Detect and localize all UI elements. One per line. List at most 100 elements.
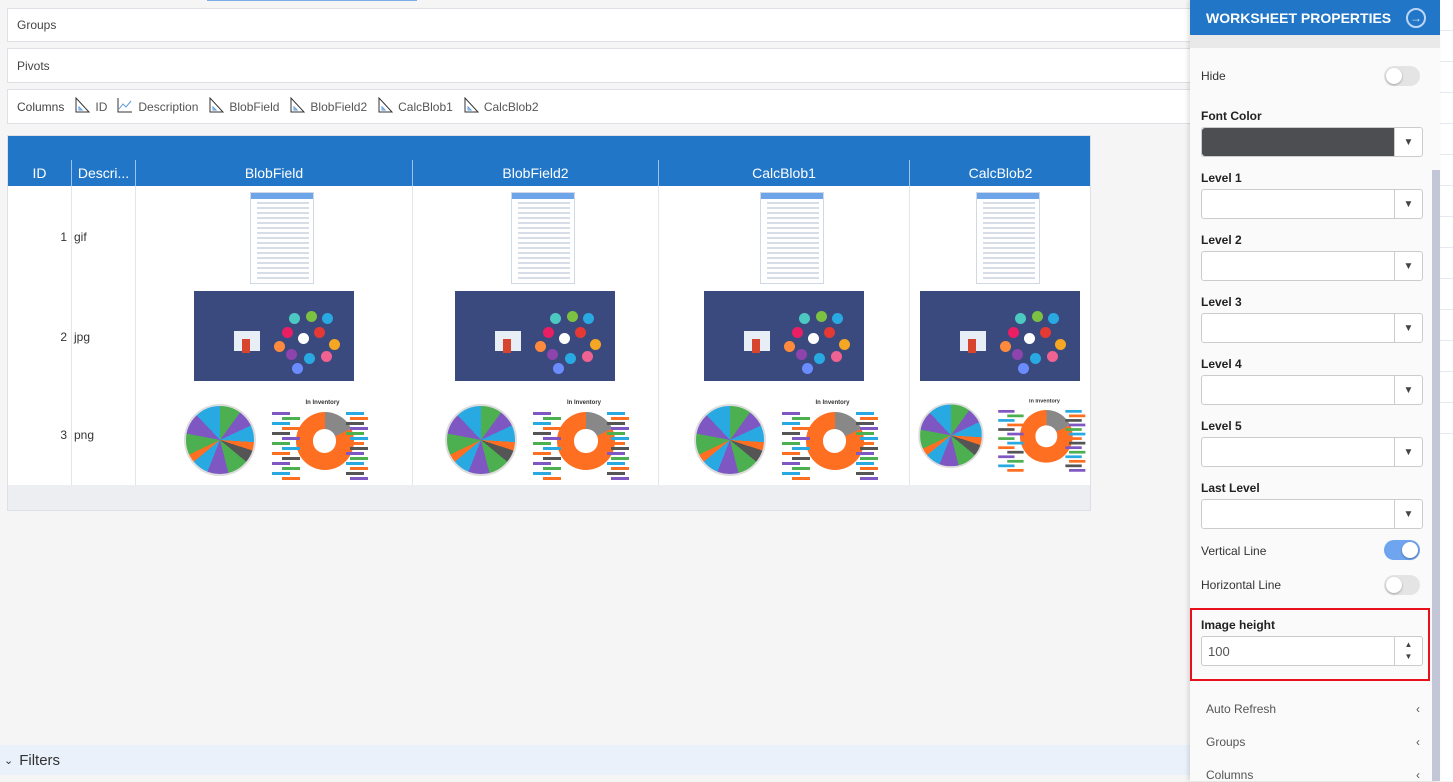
column-chip[interactable]: BlobField xyxy=(208,96,280,116)
hexagon-icon xyxy=(291,363,303,374)
level-select[interactable]: ▼ xyxy=(1201,375,1423,405)
section-accordion[interactable]: Groups ‹ xyxy=(1206,735,1420,749)
chart-caption: In Inventory xyxy=(305,400,340,406)
vertical-line-toggle[interactable] xyxy=(1384,540,1420,560)
section-accordion[interactable]: Auto Refresh ‹ xyxy=(1206,702,1420,716)
column-header[interactable]: CalcBlob1 xyxy=(658,160,909,186)
hexagon-icon xyxy=(313,327,325,338)
hexagon-icon xyxy=(807,333,819,344)
hexagon-icon xyxy=(305,311,317,322)
vertical-line-label: Vertical Line xyxy=(1201,544,1267,558)
chevron-down-icon: ▼ xyxy=(1394,252,1422,280)
section-label: Columns xyxy=(1206,768,1254,782)
pivots-dropzone[interactable]: Pivots xyxy=(7,48,1197,83)
hide-toggle[interactable] xyxy=(1384,66,1420,86)
column-chip-label: Description xyxy=(138,99,199,114)
column-divider xyxy=(909,186,910,510)
ruler-icon xyxy=(289,96,310,116)
image-height-input[interactable]: 100 ▲ ▼ xyxy=(1201,636,1423,666)
hexagon-icon xyxy=(1048,313,1059,324)
filters-bar[interactable]: ⌄ Filters xyxy=(0,745,1190,775)
hexagon-icon xyxy=(303,353,315,364)
pie-chart xyxy=(183,404,256,476)
section-accordion[interactable]: Columns ‹ xyxy=(1206,768,1420,782)
level-select[interactable]: ▼ xyxy=(1201,499,1423,529)
column-chip[interactable]: Description xyxy=(117,97,198,116)
stepper-up-icon[interactable]: ▲ xyxy=(1404,640,1413,649)
charts-image: In Inventory xyxy=(911,390,1089,482)
panel-scrollbar[interactable] xyxy=(1432,170,1440,781)
image-cell xyxy=(658,188,909,288)
column-chip[interactable]: CalcBlob1 xyxy=(377,96,453,116)
worksheet-properties-panel: WORKSHEET PROPERTIES → Hide Font Color ▼… xyxy=(1190,0,1440,782)
stepper[interactable]: ▲ ▼ xyxy=(1394,637,1422,665)
banner-image xyxy=(920,291,1080,381)
level-select[interactable]: ▼ xyxy=(1201,251,1423,281)
table-row[interactable]: 3 png In Inventory In Inventory In Inventory… xyxy=(8,386,1090,486)
id-cell: 2 xyxy=(60,329,67,344)
banner-image xyxy=(193,291,354,381)
column-chip[interactable]: CalcBlob2 xyxy=(463,96,539,116)
hexagon-icon xyxy=(583,313,594,324)
columns-label: Columns xyxy=(17,99,65,114)
hexagon-icon xyxy=(535,341,546,352)
hexagon-icon xyxy=(543,327,554,338)
hexagon-icon xyxy=(783,341,795,352)
stepper-down-icon[interactable]: ▼ xyxy=(1404,652,1413,661)
pivots-label: Pivots xyxy=(17,58,50,73)
columns-dropzone[interactable]: Columns ID Description BlobField BlobField2… xyxy=(7,89,1197,124)
level-label: Level 2 xyxy=(1201,233,1242,247)
column-chip[interactable]: ID xyxy=(74,96,107,116)
hexagon-icon xyxy=(830,351,842,362)
pie-chart xyxy=(918,402,984,469)
level-select[interactable]: ▼ xyxy=(1201,437,1423,467)
description-cell: jpg xyxy=(74,329,91,344)
charts-image: In Inventory xyxy=(437,390,633,482)
chevron-down-icon: ▼ xyxy=(1394,438,1422,466)
hexagon-icon xyxy=(1000,341,1011,352)
hexagon-icon xyxy=(328,339,340,350)
description-cell: png xyxy=(74,428,95,442)
horizontal-line-label: Horizontal Line xyxy=(1201,578,1282,592)
font-color-select[interactable]: ▼ xyxy=(1201,127,1423,157)
column-header[interactable]: BlobField xyxy=(135,160,412,186)
charts-image: In Inventory xyxy=(176,390,372,482)
level-select[interactable]: ▼ xyxy=(1201,189,1423,219)
column-header[interactable]: BlobField2 xyxy=(412,160,658,186)
groups-label: Groups xyxy=(17,18,57,32)
description-cell: gif xyxy=(74,230,87,244)
level-label: Level 1 xyxy=(1201,171,1242,185)
column-divider xyxy=(412,186,413,510)
line-chart-icon xyxy=(117,97,138,116)
hexagon-icon xyxy=(550,313,561,324)
hexagon-icon xyxy=(823,327,835,338)
ruler-icon xyxy=(463,96,484,116)
chevron-down-icon: ▼ xyxy=(1394,314,1422,342)
hexagon-icon xyxy=(590,339,601,350)
hexagon-icon xyxy=(553,363,564,374)
donut-chart xyxy=(805,412,864,470)
hexagon-icon xyxy=(321,313,333,324)
table-row[interactable]: 2 jpg xyxy=(8,289,1090,386)
column-chip[interactable]: BlobField2 xyxy=(289,96,367,116)
chart-caption: In Inventory xyxy=(815,400,850,406)
horizontal-line-toggle[interactable] xyxy=(1384,575,1420,595)
chart-caption: In Inventory xyxy=(567,400,602,406)
chevron-down-icon: ▼ xyxy=(1394,376,1422,404)
level-select[interactable]: ▼ xyxy=(1201,313,1423,343)
image-cell: In Inventory xyxy=(412,386,658,486)
image-height-value: 100 xyxy=(1208,644,1230,659)
column-header[interactable]: Descri... xyxy=(71,160,135,186)
arrow-right-circle-icon[interactable]: → xyxy=(1406,7,1426,28)
section-label: Auto Refresh xyxy=(1206,702,1277,716)
column-header[interactable]: ID xyxy=(32,165,47,181)
hexagon-icon xyxy=(1015,313,1026,324)
column-header[interactable]: CalcBlob2 xyxy=(909,160,1091,186)
groups-dropzone[interactable]: Groups xyxy=(7,8,1197,42)
hexagon-icon xyxy=(567,311,578,322)
column-chip-label: BlobField xyxy=(229,99,280,114)
chevron-left-icon: ‹ xyxy=(1416,702,1420,716)
image-height-label: Image height xyxy=(1201,618,1276,632)
table-row[interactable]: 1 gif xyxy=(8,188,1090,288)
ruler-icon xyxy=(74,96,95,116)
